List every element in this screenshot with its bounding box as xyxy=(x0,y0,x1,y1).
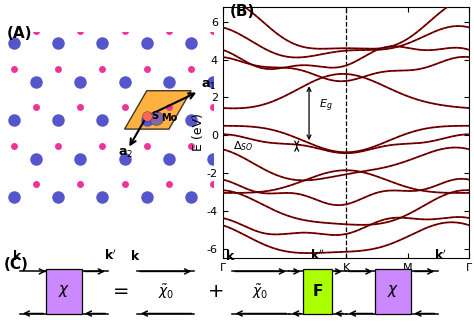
Text: $E_g$: $E_g$ xyxy=(319,98,333,114)
Bar xyxy=(375,269,411,313)
Text: $\mathbf{k}$: $\mathbf{k}$ xyxy=(225,249,235,263)
Text: $\Delta_{SO}$: $\Delta_{SO}$ xyxy=(233,139,253,153)
Text: (B): (B) xyxy=(230,4,255,19)
Text: (C): (C) xyxy=(4,257,28,272)
Y-axis label: E (eV): E (eV) xyxy=(192,114,205,151)
Text: (A): (A) xyxy=(7,26,32,41)
Text: $\chi$: $\chi$ xyxy=(387,283,400,299)
Text: $\tilde{\chi}_0$: $\tilde{\chi}_0$ xyxy=(158,282,174,301)
Text: $\chi$: $\chi$ xyxy=(58,283,70,299)
Bar xyxy=(46,269,82,313)
Text: Mo: Mo xyxy=(161,113,177,123)
Text: +: + xyxy=(208,282,224,301)
Text: $\mathbf{a}_1$: $\mathbf{a}_1$ xyxy=(201,79,217,92)
Text: $\tilde{\chi}_0$: $\tilde{\chi}_0$ xyxy=(253,282,269,301)
Text: $\mathbf{k}$: $\mathbf{k}$ xyxy=(130,249,140,263)
Text: $\mathbf{a}_2$: $\mathbf{a}_2$ xyxy=(118,147,133,160)
Polygon shape xyxy=(125,91,191,129)
Text: =: = xyxy=(113,282,129,301)
Text: $\mathbf{k}$: $\mathbf{k}$ xyxy=(12,249,23,263)
Bar xyxy=(303,269,332,313)
Text: S: S xyxy=(151,112,158,121)
Text: $\mathbf{F}$: $\mathbf{F}$ xyxy=(312,283,323,299)
Text: $\mathbf{k''}$: $\mathbf{k''}$ xyxy=(310,249,325,263)
Text: $\mathbf{k'}$: $\mathbf{k'}$ xyxy=(104,249,117,263)
Text: $\mathbf{k'}$: $\mathbf{k'}$ xyxy=(434,249,446,263)
